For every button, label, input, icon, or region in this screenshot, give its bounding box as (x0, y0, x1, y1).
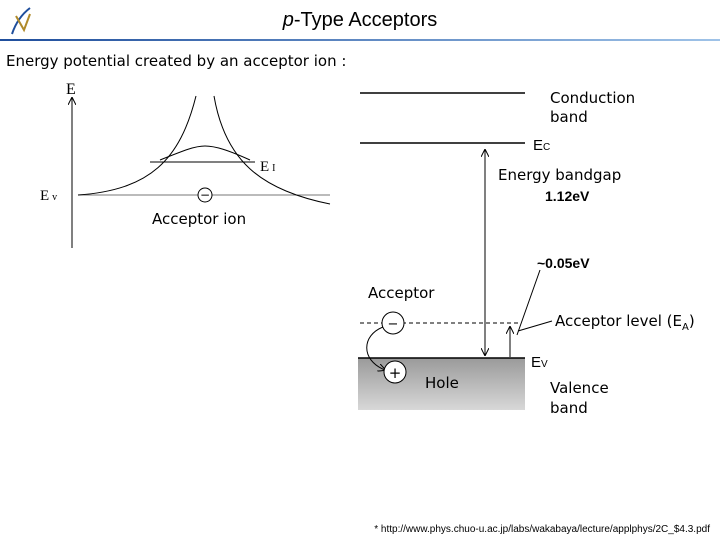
ion-caption: Acceptor ion (152, 210, 246, 228)
valence-band-line2: band (550, 399, 588, 417)
acceptor-level-sub: A (682, 322, 689, 333)
title-italic: p (282, 9, 294, 31)
acceptor-energy: ~0.05eV (537, 255, 590, 271)
ei-main: E (260, 159, 269, 175)
ec-sub: C (543, 142, 550, 153)
potential-diagram (72, 95, 331, 248)
ev-main: E (40, 188, 49, 204)
hole-sign: + (389, 364, 402, 382)
ec-label: EC (533, 137, 550, 154)
ec-main: E (533, 137, 543, 154)
title: p-Type Acceptors (282, 9, 438, 31)
ev-sub: v (52, 192, 57, 203)
subtitle: Energy potential created by an acceptor … (6, 52, 346, 70)
acceptor-label: Acceptor (368, 284, 435, 302)
acceptor-level: Acceptor level (EA) (555, 312, 695, 333)
ev-right-main: E (531, 354, 541, 371)
acceptor-sign: − (388, 317, 399, 332)
acceptor-level-close: ) (689, 312, 695, 330)
footnote: * http://www.phys.chuo-u.ac.jp/labs/waka… (374, 524, 710, 535)
conduction-band-line2: band (550, 108, 588, 126)
header-rule (0, 39, 720, 41)
title-text: -Type Acceptors (294, 9, 437, 31)
logo (11, 7, 31, 35)
valence-band-line1: Valence (550, 379, 609, 397)
bandgap-value: 1.12eV (545, 188, 590, 204)
bandgap-label: Energy bandgap (498, 166, 621, 184)
ei-sub: I (272, 163, 275, 174)
ev-right-sub: V (541, 359, 548, 370)
ev-right-label: EV (531, 354, 548, 371)
ion-sign: − (200, 188, 210, 202)
hole-label: Hole (425, 374, 459, 392)
conduction-band-line1: Conduction (550, 89, 635, 107)
band-diagram (358, 92, 553, 410)
axis-label: E (66, 81, 76, 98)
acceptor-level-text: Acceptor level (E (555, 312, 682, 330)
